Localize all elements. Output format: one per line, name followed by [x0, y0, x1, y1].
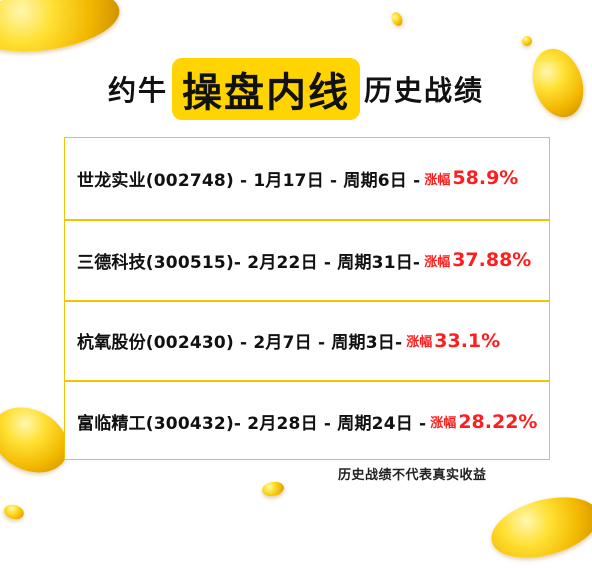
title-prefix: 约牛 [107, 74, 168, 107]
gold-coin-icon [389, 10, 405, 28]
title-highlight: 操盘内线 [172, 58, 360, 120]
record-row: 三德科技(300515)- 2月22日 - 周期31日- 涨幅 37.88% [65, 218, 549, 300]
record-text: 三德科技(300515)- 2月22日 - 周期31日- [77, 252, 421, 273]
gain-value: 33.1% [434, 329, 501, 352]
records-panel: 世龙实业(002748) - 1月17日 - 周期6日 - 涨幅 58.9% 三… [64, 137, 550, 460]
gain-value: 58.9% [452, 167, 519, 190]
record-row: 杭氧股份(002430) - 2月7日 - 周期3日- 涨幅 33.1% [65, 299, 549, 381]
gain-label: 涨幅 [430, 416, 457, 432]
gold-coin-icon [522, 36, 532, 46]
page-title: 约牛 操盘内线 历史战绩 [0, 58, 592, 120]
gold-coin-icon [0, 0, 124, 61]
record-text: 世龙实业(002748) - 1月17日 - 周期6日 - [77, 170, 421, 191]
gain-label: 涨幅 [424, 254, 451, 270]
gain-label: 涨幅 [406, 335, 433, 351]
gain-label: 涨幅 [424, 172, 451, 188]
gold-coin-icon [260, 480, 286, 498]
gain-value: 37.88% [452, 249, 532, 272]
record-text: 杭氧股份(002430) - 2月7日 - 周期3日- [77, 333, 403, 354]
gold-coin-icon [2, 502, 26, 522]
gain-value: 28.22% [458, 410, 538, 433]
record-row: 富临精工(300432)- 2月28日 - 周期24日 - 涨幅 28.22% [65, 380, 549, 461]
gold-coin-icon [484, 486, 592, 568]
disclaimer-text: 历史战绩不代表真实收益 [338, 468, 487, 483]
title-suffix: 历史战绩 [364, 74, 485, 107]
record-row: 世龙实业(002748) - 1月17日 - 周期6日 - 涨幅 58.9% [65, 138, 549, 219]
record-text: 富临精工(300432)- 2月28日 - 周期24日 - [77, 414, 427, 435]
